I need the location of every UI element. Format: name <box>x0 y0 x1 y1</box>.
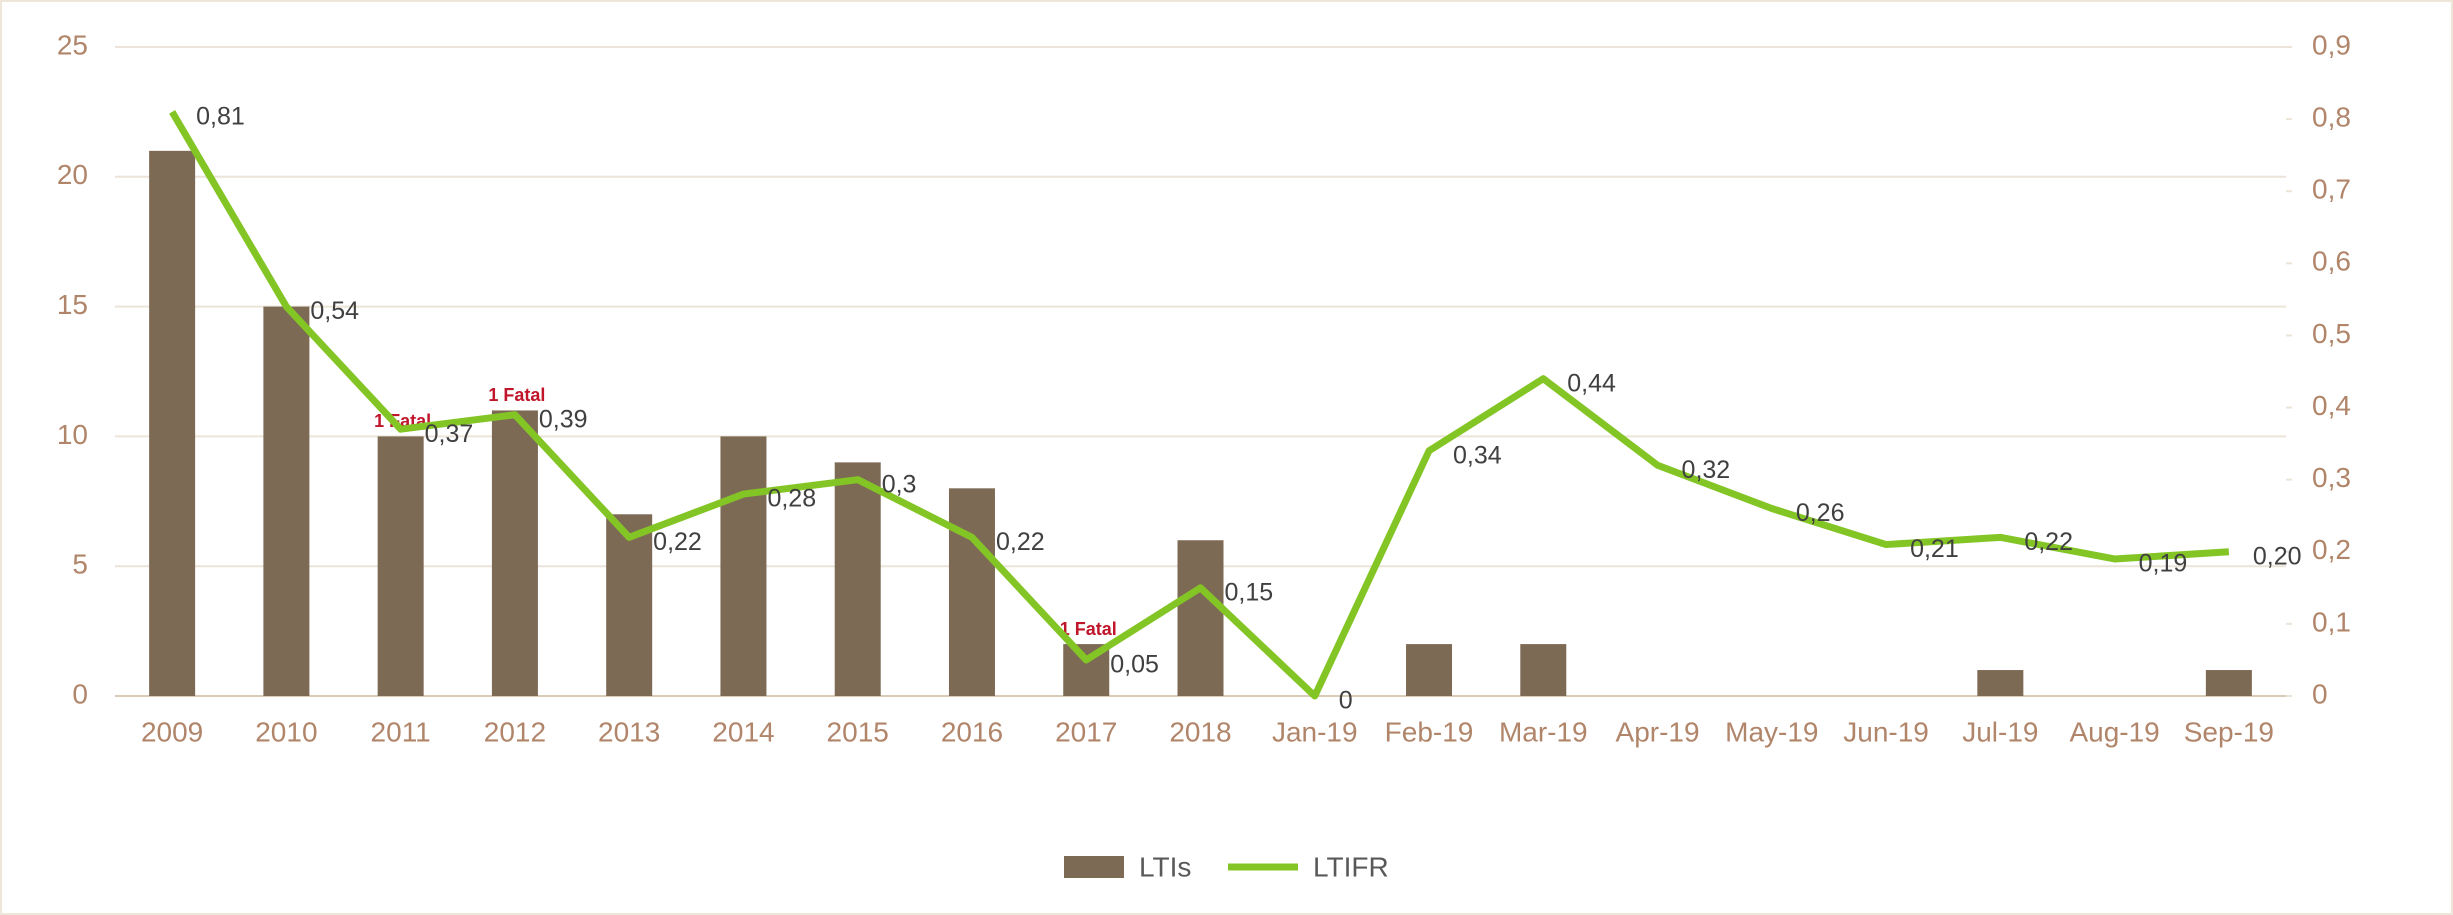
x-tick-label: Jun-19 <box>1843 716 1929 747</box>
line <box>169 110 2230 700</box>
x-tick-label: 2009 <box>141 716 203 747</box>
bar <box>834 462 881 696</box>
data-label: 0,34 <box>1453 441 1502 469</box>
y-tick-label: 15 <box>57 289 88 320</box>
legend-label: LTIFR <box>1313 851 1389 882</box>
legend-swatch <box>1064 856 1124 878</box>
data-label: 0,22 <box>653 528 702 556</box>
y2-tick-label: 0,2 <box>2312 534 2351 565</box>
x-tick-label: 2013 <box>598 716 660 747</box>
y2-tick-label: 0,3 <box>2312 462 2351 493</box>
data-label: 0,37 <box>425 420 474 448</box>
data-label: 0,81 <box>196 103 245 131</box>
x-tick-label: Jul-19 <box>1962 716 2038 747</box>
data-label: 0,44 <box>1567 369 1616 397</box>
x-tick-label: 2015 <box>827 716 889 747</box>
y2-tick-label: 0,6 <box>2312 246 2351 277</box>
y2-tick-label: 0,9 <box>2312 29 2351 60</box>
x-tick-label: Sep-19 <box>2184 716 2274 747</box>
bar <box>2205 670 2252 696</box>
x-tick-label: 2010 <box>255 716 317 747</box>
data-label: 0,54 <box>310 297 359 325</box>
x-tick-label: Feb-19 <box>1385 716 1474 747</box>
data-label: 0,3 <box>882 470 917 498</box>
x-tick-label: 2012 <box>484 716 546 747</box>
x-tick-label: Apr-19 <box>1616 716 1700 747</box>
y-tick-label: 0 <box>72 678 88 709</box>
data-label: 0,22 <box>2024 528 2073 556</box>
x-tick-label: May-19 <box>1725 716 1818 747</box>
x-tick-label: Jan-19 <box>1272 716 1358 747</box>
data-label: 0,26 <box>1796 499 1845 527</box>
y-tick-label: 10 <box>57 419 88 450</box>
bar <box>263 306 310 696</box>
x-tick-label: Mar-19 <box>1499 716 1588 747</box>
data-label: 0,39 <box>539 405 588 433</box>
y2-tick-label: 0,7 <box>2312 174 2351 205</box>
x-tick-label: 2016 <box>941 716 1003 747</box>
data-label: 0,20 <box>2253 542 2302 570</box>
y2-tick-label: 0,5 <box>2312 318 2351 349</box>
data-label: 0,22 <box>996 528 1045 556</box>
x-tick-label: 2014 <box>712 716 774 747</box>
bar <box>377 436 424 696</box>
y-tick-label: 5 <box>72 549 88 580</box>
annotation: 1 Fatal <box>488 385 545 405</box>
x-tick-label: 2018 <box>1169 716 1231 747</box>
data-label: 0,05 <box>1110 651 1159 679</box>
bar <box>1177 540 1224 696</box>
x-tick-label: 2011 <box>371 716 431 747</box>
bar <box>720 436 767 696</box>
bar <box>606 514 653 696</box>
data-label: 0 <box>1339 687 1353 715</box>
bar <box>948 488 995 696</box>
data-label: 0,15 <box>1225 578 1274 606</box>
y2-tick-label: 0 <box>2312 678 2328 709</box>
bar <box>1406 644 1453 696</box>
data-label: 0,32 <box>1682 456 1731 484</box>
bar <box>491 410 538 696</box>
y-tick-label: 25 <box>57 29 88 60</box>
y-tick-label: 20 <box>57 159 88 190</box>
bar <box>1977 670 2024 696</box>
x-tick-label: 2017 <box>1055 716 1117 747</box>
data-label: 0,21 <box>1910 535 1959 563</box>
x-tick-label: Aug-19 <box>2069 716 2159 747</box>
y2-tick-label: 0,8 <box>2312 102 2351 133</box>
bar <box>1520 644 1567 696</box>
bar <box>149 150 196 697</box>
y2-tick-label: 0,1 <box>2312 606 2351 637</box>
y2-tick-label: 0,4 <box>2312 390 2351 421</box>
data-label: 0,28 <box>767 485 816 513</box>
data-label: 0,19 <box>2139 550 2188 578</box>
legend-label: LTIs <box>1139 851 1191 882</box>
annotation: 1 Fatal <box>1060 619 1117 639</box>
